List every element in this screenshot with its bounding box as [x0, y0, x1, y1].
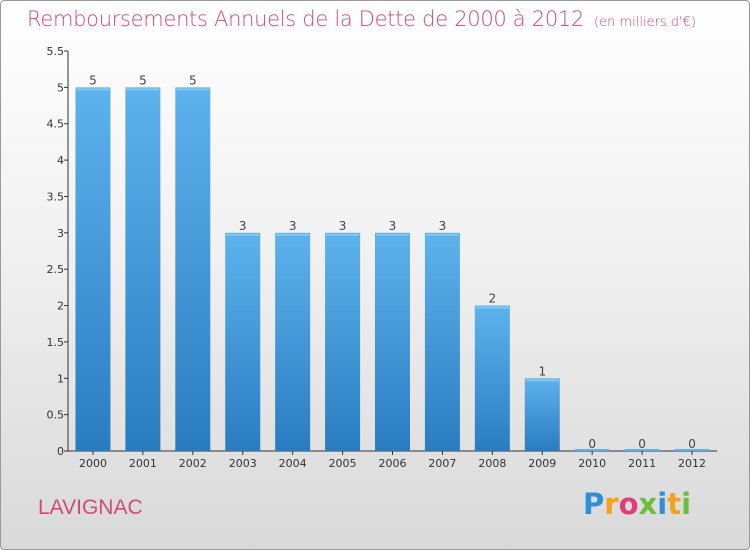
x-tick-label: 2008 — [478, 457, 506, 470]
data-label: 2 — [489, 292, 497, 306]
data-label: 1 — [538, 364, 546, 378]
y-tick-label: 3.5 — [47, 190, 65, 203]
bar-highlight — [276, 233, 310, 236]
proxiti-logo[interactable]: Proxiti — [583, 487, 691, 521]
data-label: 0 — [638, 437, 646, 451]
bar-2008 — [474, 305, 510, 451]
logo-letter: r — [604, 487, 619, 521]
x-tick-label: 2009 — [528, 457, 556, 470]
bar-2002 — [175, 87, 211, 451]
logo-letter: i — [681, 487, 692, 521]
x-tick-label: 2003 — [229, 457, 257, 470]
y-tick-label: 2 — [57, 300, 64, 313]
bar-2006 — [375, 232, 410, 451]
x-tick-label: 2011 — [628, 457, 656, 470]
bar-highlight — [475, 306, 509, 309]
y-tick-label: 4 — [57, 154, 64, 167]
bar-2000 — [75, 87, 111, 451]
bar-2009 — [524, 378, 560, 451]
data-label: 5 — [189, 73, 197, 87]
y-tick-label: 0 — [57, 445, 64, 458]
logo-letter: o — [618, 487, 639, 521]
x-tick-label: 2002 — [179, 457, 207, 470]
y-tick-label: 5 — [57, 81, 64, 94]
bar-2007 — [424, 232, 460, 451]
y-tick-label: 3 — [57, 227, 64, 240]
data-label: 3 — [389, 219, 397, 233]
logo-letter: x — [638, 487, 658, 521]
bar-2011 — [624, 449, 660, 451]
y-tick-label: 1 — [57, 372, 64, 385]
data-label: 0 — [588, 437, 596, 451]
x-tick-label: 2010 — [578, 457, 606, 470]
bar-highlight — [425, 233, 459, 236]
bar-2001 — [125, 87, 161, 451]
x-tick-label: 2000 — [79, 457, 107, 470]
logo-letter: i — [657, 487, 668, 521]
y-tick-label: 2.5 — [47, 263, 65, 276]
x-tick-label: 2006 — [379, 457, 407, 470]
bar-highlight — [226, 233, 260, 236]
y-tick-label: 4.5 — [47, 118, 65, 131]
bar-2010 — [574, 449, 610, 451]
data-label: 0 — [688, 437, 696, 451]
data-label: 3 — [439, 219, 447, 233]
chart-title: Remboursements Annuels de la Dette de 20… — [27, 7, 696, 31]
logo-letter: t — [667, 487, 682, 521]
data-label: 3 — [339, 219, 347, 233]
y-tick-label: 5.5 — [47, 45, 65, 58]
y-tick-label: 1.5 — [47, 336, 65, 349]
bar-highlight — [376, 233, 409, 236]
chart-bars — [75, 87, 710, 451]
bar-highlight — [525, 379, 559, 382]
x-tick-label: 2001 — [129, 457, 157, 470]
x-tick-label: 2005 — [329, 457, 357, 470]
data-label: 5 — [139, 73, 147, 87]
bar-highlight — [76, 88, 110, 91]
chart-title-text: Remboursements Annuels de la Dette de 20… — [27, 7, 584, 31]
data-label: 3 — [289, 219, 297, 233]
bar-2004 — [275, 232, 311, 451]
x-tick-label: 2012 — [678, 457, 706, 470]
x-tick-label: 2004 — [279, 457, 307, 470]
data-label: 3 — [239, 219, 247, 233]
bar-highlight — [326, 233, 360, 236]
x-tick-label: 2007 — [428, 457, 456, 470]
logo-letter: P — [583, 487, 605, 521]
bar-highlight — [126, 88, 160, 91]
chart-labels: 2000520015200252003320043200532006320073… — [79, 73, 706, 470]
chart-axes: 0 0.5 1 1.5 2 2.5 3 3.5 4 4.5 5 5.5 — [47, 45, 717, 458]
chart-subtitle: (en milliers d'€) — [594, 15, 696, 30]
bar-2003 — [225, 232, 261, 451]
bar-2005 — [325, 232, 361, 451]
y-tick-label: 0.5 — [47, 409, 65, 422]
commune-name: LAVIGNAC — [38, 496, 143, 519]
data-label: 5 — [89, 73, 97, 87]
bar-highlight — [176, 88, 210, 91]
bar-2012 — [674, 449, 710, 451]
